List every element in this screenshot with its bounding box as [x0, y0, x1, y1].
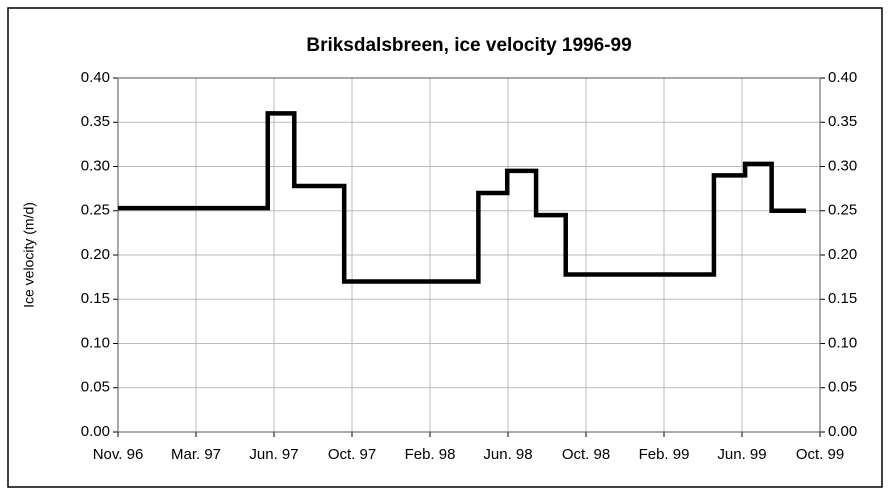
y-tick-label: 0.35: [81, 113, 110, 130]
x-tick-label: Jun. 97: [249, 446, 298, 463]
x-tick-label: Mar. 97: [171, 446, 221, 463]
x-tick-label: Jun. 98: [483, 446, 532, 463]
y-tick-label: 0.20: [81, 246, 110, 263]
y2-tick-label: 0.15: [828, 290, 857, 307]
x-tick-label: Feb. 98: [405, 446, 456, 463]
x-tick-label: Feb. 99: [639, 446, 690, 463]
y-tick-label: 0.10: [81, 334, 110, 351]
data-line: [118, 111, 806, 284]
y2-tick-label: 0.35: [828, 113, 857, 130]
y2-tick-label: 0.10: [828, 334, 857, 351]
x-tick-label: Oct. 98: [562, 446, 610, 463]
y-tick-label: 0.25: [81, 202, 110, 219]
y2-tick-label: 0.30: [828, 157, 857, 174]
y-tick-label: 0.30: [81, 157, 110, 174]
x-tick-label: Jun. 99: [717, 446, 766, 463]
plot-border: [117, 77, 821, 433]
y2-tick-label: 0.25: [828, 202, 857, 219]
y-tick-label: 0.15: [81, 290, 110, 307]
x-tick-label: Oct. 97: [328, 446, 376, 463]
chart-title: Briksdalsbreen, ice velocity 1996-99: [306, 35, 631, 56]
x-tick-label: Oct. 99: [796, 446, 844, 463]
y-axis-label: Ice velocity (m/d): [21, 202, 37, 308]
y-tick-label: 0.40: [81, 69, 110, 86]
y2-tick-label: 0.00: [828, 423, 857, 440]
chart-frame: [7, 7, 883, 488]
x-tick-label: Nov. 96: [93, 446, 144, 463]
y-tick-label: 0.05: [81, 379, 110, 396]
y2-tick-label: 0.20: [828, 246, 857, 263]
y2-tick-label: 0.40: [828, 69, 857, 86]
y-tick-label: 0.00: [81, 423, 110, 440]
y2-tick-label: 0.05: [828, 379, 857, 396]
